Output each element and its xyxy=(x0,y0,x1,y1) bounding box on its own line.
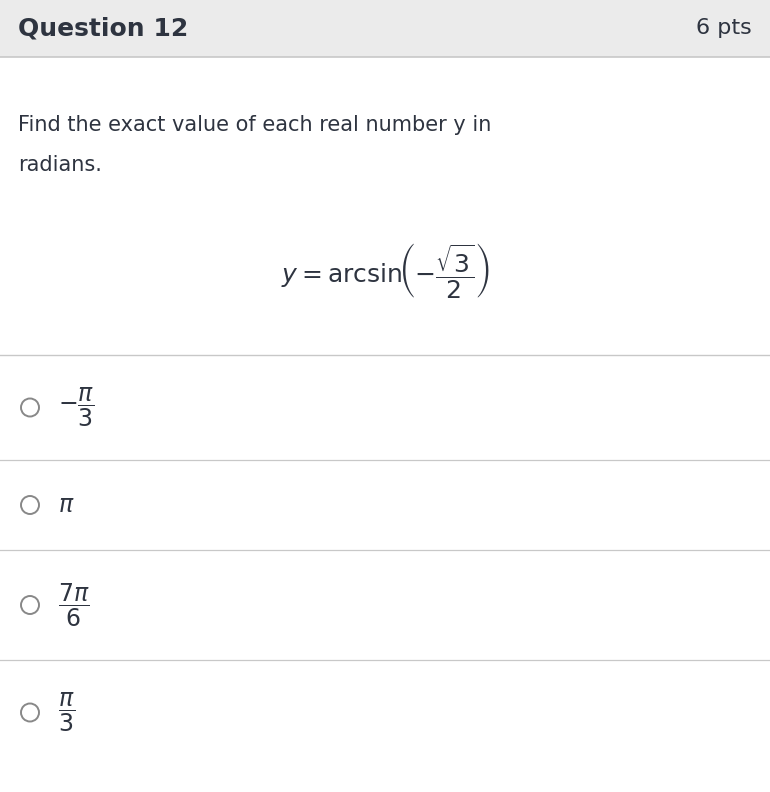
Text: $-\dfrac{\pi}{3}$: $-\dfrac{\pi}{3}$ xyxy=(58,386,95,429)
Text: Find the exact value of each real number y in: Find the exact value of each real number… xyxy=(18,115,491,135)
Text: Question 12: Question 12 xyxy=(18,17,188,40)
Bar xyxy=(0,0,770,57)
Text: $y = \mathrm{arcsin}\!\left(-\dfrac{\sqrt{3}}{2}\right)$: $y = \mathrm{arcsin}\!\left(-\dfrac{\sqr… xyxy=(280,241,490,299)
Text: $\pi$: $\pi$ xyxy=(58,493,75,517)
Text: $\dfrac{7\pi}{6}$: $\dfrac{7\pi}{6}$ xyxy=(58,581,89,629)
Text: 6 pts: 6 pts xyxy=(696,18,752,39)
Text: $\dfrac{\pi}{3}$: $\dfrac{\pi}{3}$ xyxy=(58,691,75,734)
Text: radians.: radians. xyxy=(18,155,102,175)
